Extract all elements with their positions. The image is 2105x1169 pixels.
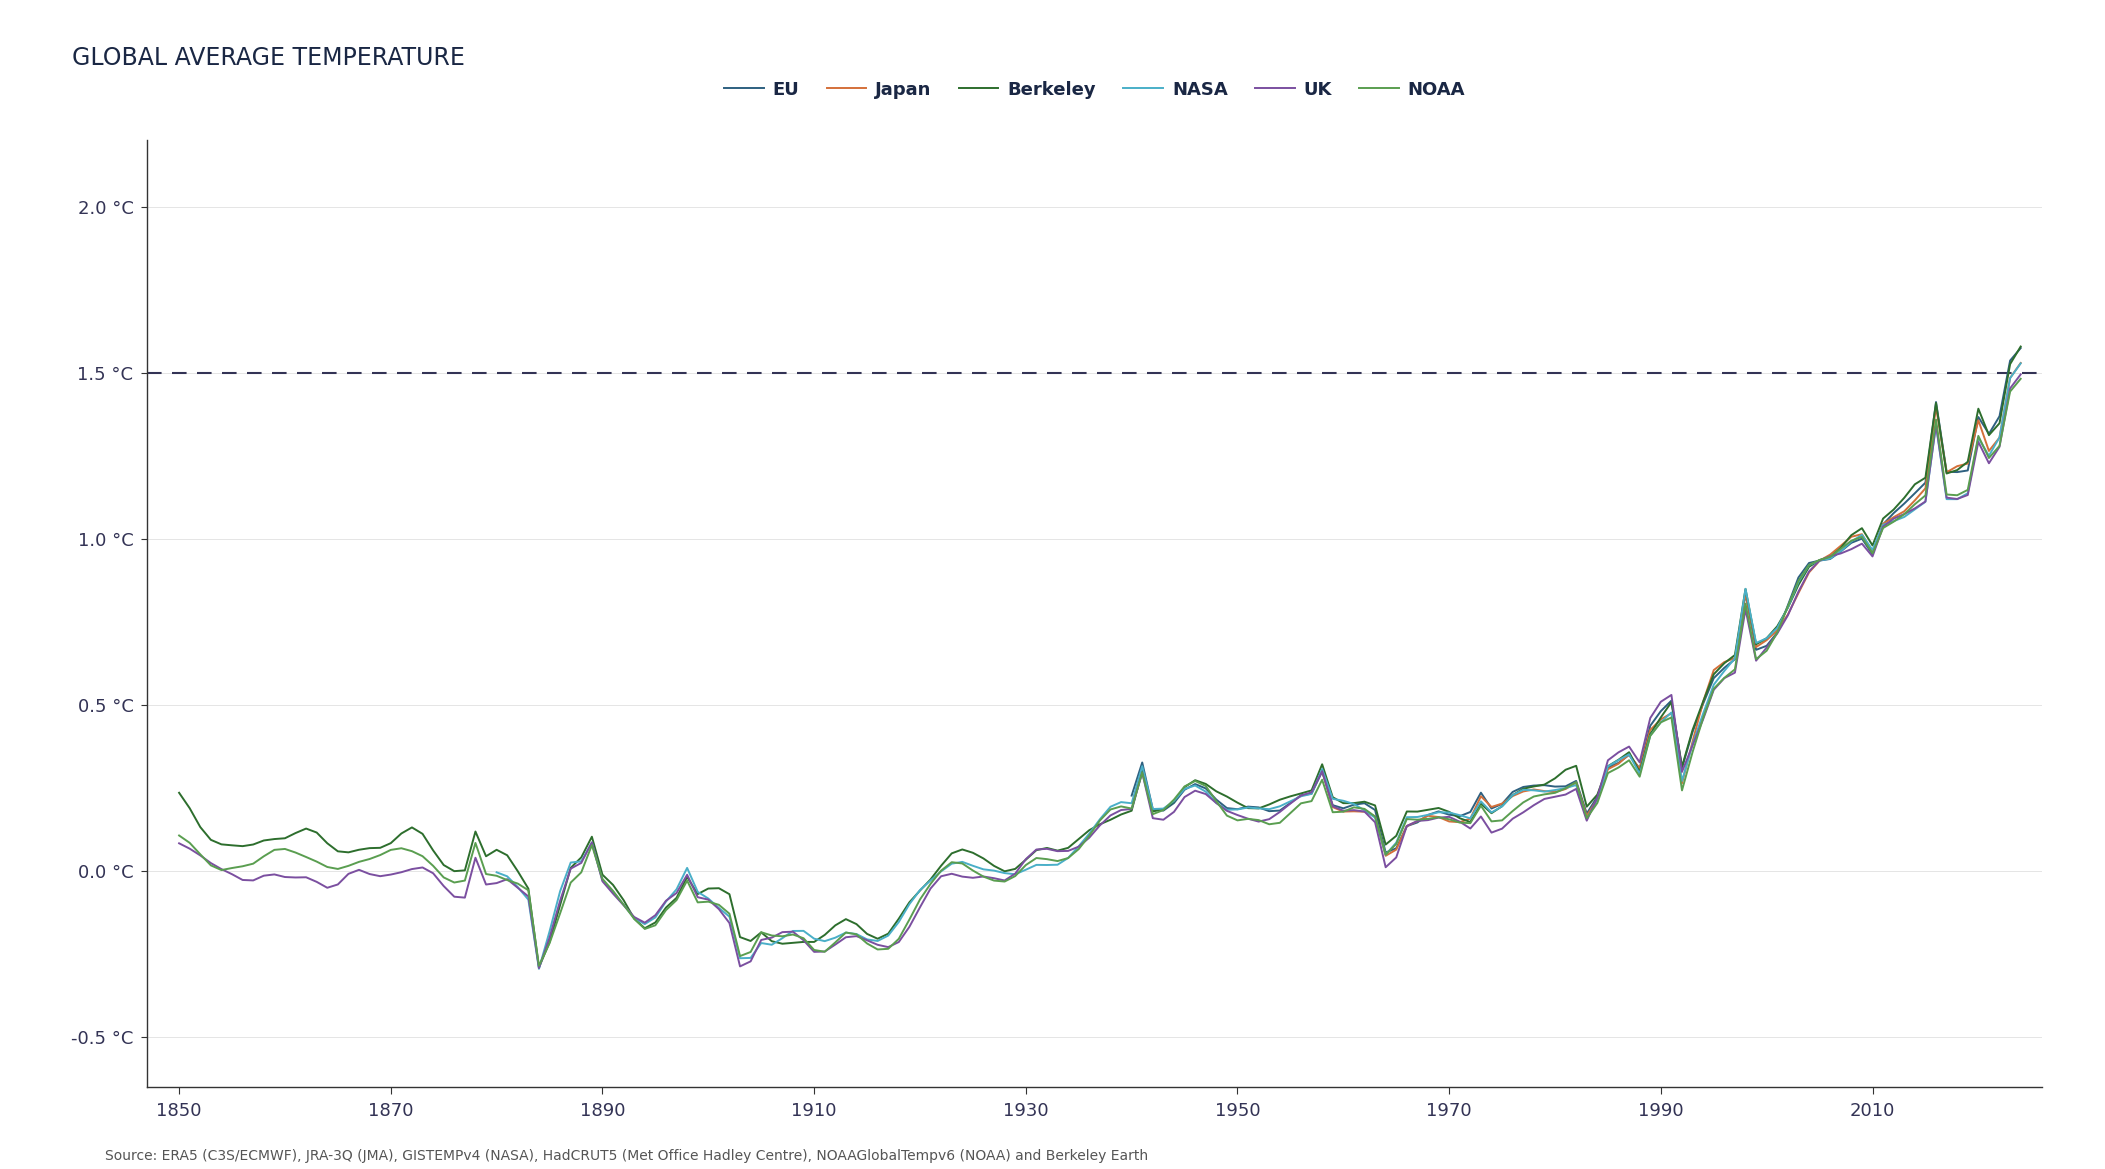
UK xyxy=(526,961,552,975)
EU xyxy=(1267,803,1292,817)
Japan xyxy=(1425,810,1450,824)
UK xyxy=(1543,790,1568,804)
EU xyxy=(1575,807,1600,821)
UK xyxy=(314,880,339,894)
NASA xyxy=(2008,357,2033,371)
EU xyxy=(1120,789,1145,803)
Berkeley xyxy=(1732,582,1758,596)
Line: UK: UK xyxy=(179,374,2021,968)
NOAA xyxy=(707,898,733,912)
UK xyxy=(1732,602,1758,616)
NOAA xyxy=(314,860,339,874)
NASA xyxy=(1648,715,1673,729)
NOAA xyxy=(2008,372,2033,386)
EU xyxy=(1394,819,1419,833)
Japan xyxy=(1638,722,1663,736)
Japan xyxy=(1372,849,1398,863)
UK xyxy=(1383,850,1408,864)
Text: GLOBAL AVERAGE TEMPERATURE: GLOBAL AVERAGE TEMPERATURE xyxy=(72,46,465,70)
Japan xyxy=(2008,357,2033,371)
NASA xyxy=(495,870,520,884)
Line: NOAA: NOAA xyxy=(179,379,2021,966)
Berkeley xyxy=(526,961,552,975)
Text: Source: ERA5 (C3S/ECMWF), JRA-3Q (JMA), GISTEMPv4 (NASA), HadCRUT5 (Met Office H: Source: ERA5 (C3S/ECMWF), JRA-3Q (JMA), … xyxy=(105,1149,1149,1163)
Berkeley xyxy=(2008,339,2033,353)
Berkeley xyxy=(1543,772,1568,786)
Japan xyxy=(1404,814,1429,828)
NOAA xyxy=(526,959,552,973)
Berkeley xyxy=(314,836,339,850)
EU xyxy=(1966,410,1991,424)
Line: Japan: Japan xyxy=(1322,364,2021,856)
UK xyxy=(2008,367,2033,381)
EU xyxy=(2008,341,2033,355)
Japan xyxy=(1309,763,1335,777)
Berkeley xyxy=(1383,829,1408,843)
Berkeley xyxy=(823,919,848,933)
UK xyxy=(707,902,733,916)
Line: NASA: NASA xyxy=(497,364,2021,969)
NOAA xyxy=(166,829,192,843)
NOAA xyxy=(1383,837,1408,851)
EU xyxy=(1372,845,1398,859)
Legend: EU, Japan, Berkeley, NASA, UK, NOAA: EU, Japan, Berkeley, NASA, UK, NOAA xyxy=(716,74,1474,106)
UK xyxy=(823,938,848,952)
Japan xyxy=(1606,756,1631,770)
NASA xyxy=(484,865,509,879)
NASA xyxy=(526,962,552,976)
EU xyxy=(1436,808,1461,822)
Line: Berkeley: Berkeley xyxy=(179,346,2021,968)
NOAA xyxy=(1543,786,1568,800)
NOAA xyxy=(1732,596,1758,610)
Line: EU: EU xyxy=(1132,348,2021,852)
Berkeley xyxy=(166,786,192,800)
NASA xyxy=(568,855,594,869)
UK xyxy=(166,836,192,850)
NOAA xyxy=(823,935,848,949)
Japan xyxy=(1966,413,1991,427)
NASA xyxy=(1372,848,1398,862)
Japan xyxy=(1850,527,1876,541)
EU xyxy=(1404,816,1429,830)
NASA xyxy=(1913,494,1939,509)
NASA xyxy=(1690,706,1716,720)
Berkeley xyxy=(707,881,733,895)
